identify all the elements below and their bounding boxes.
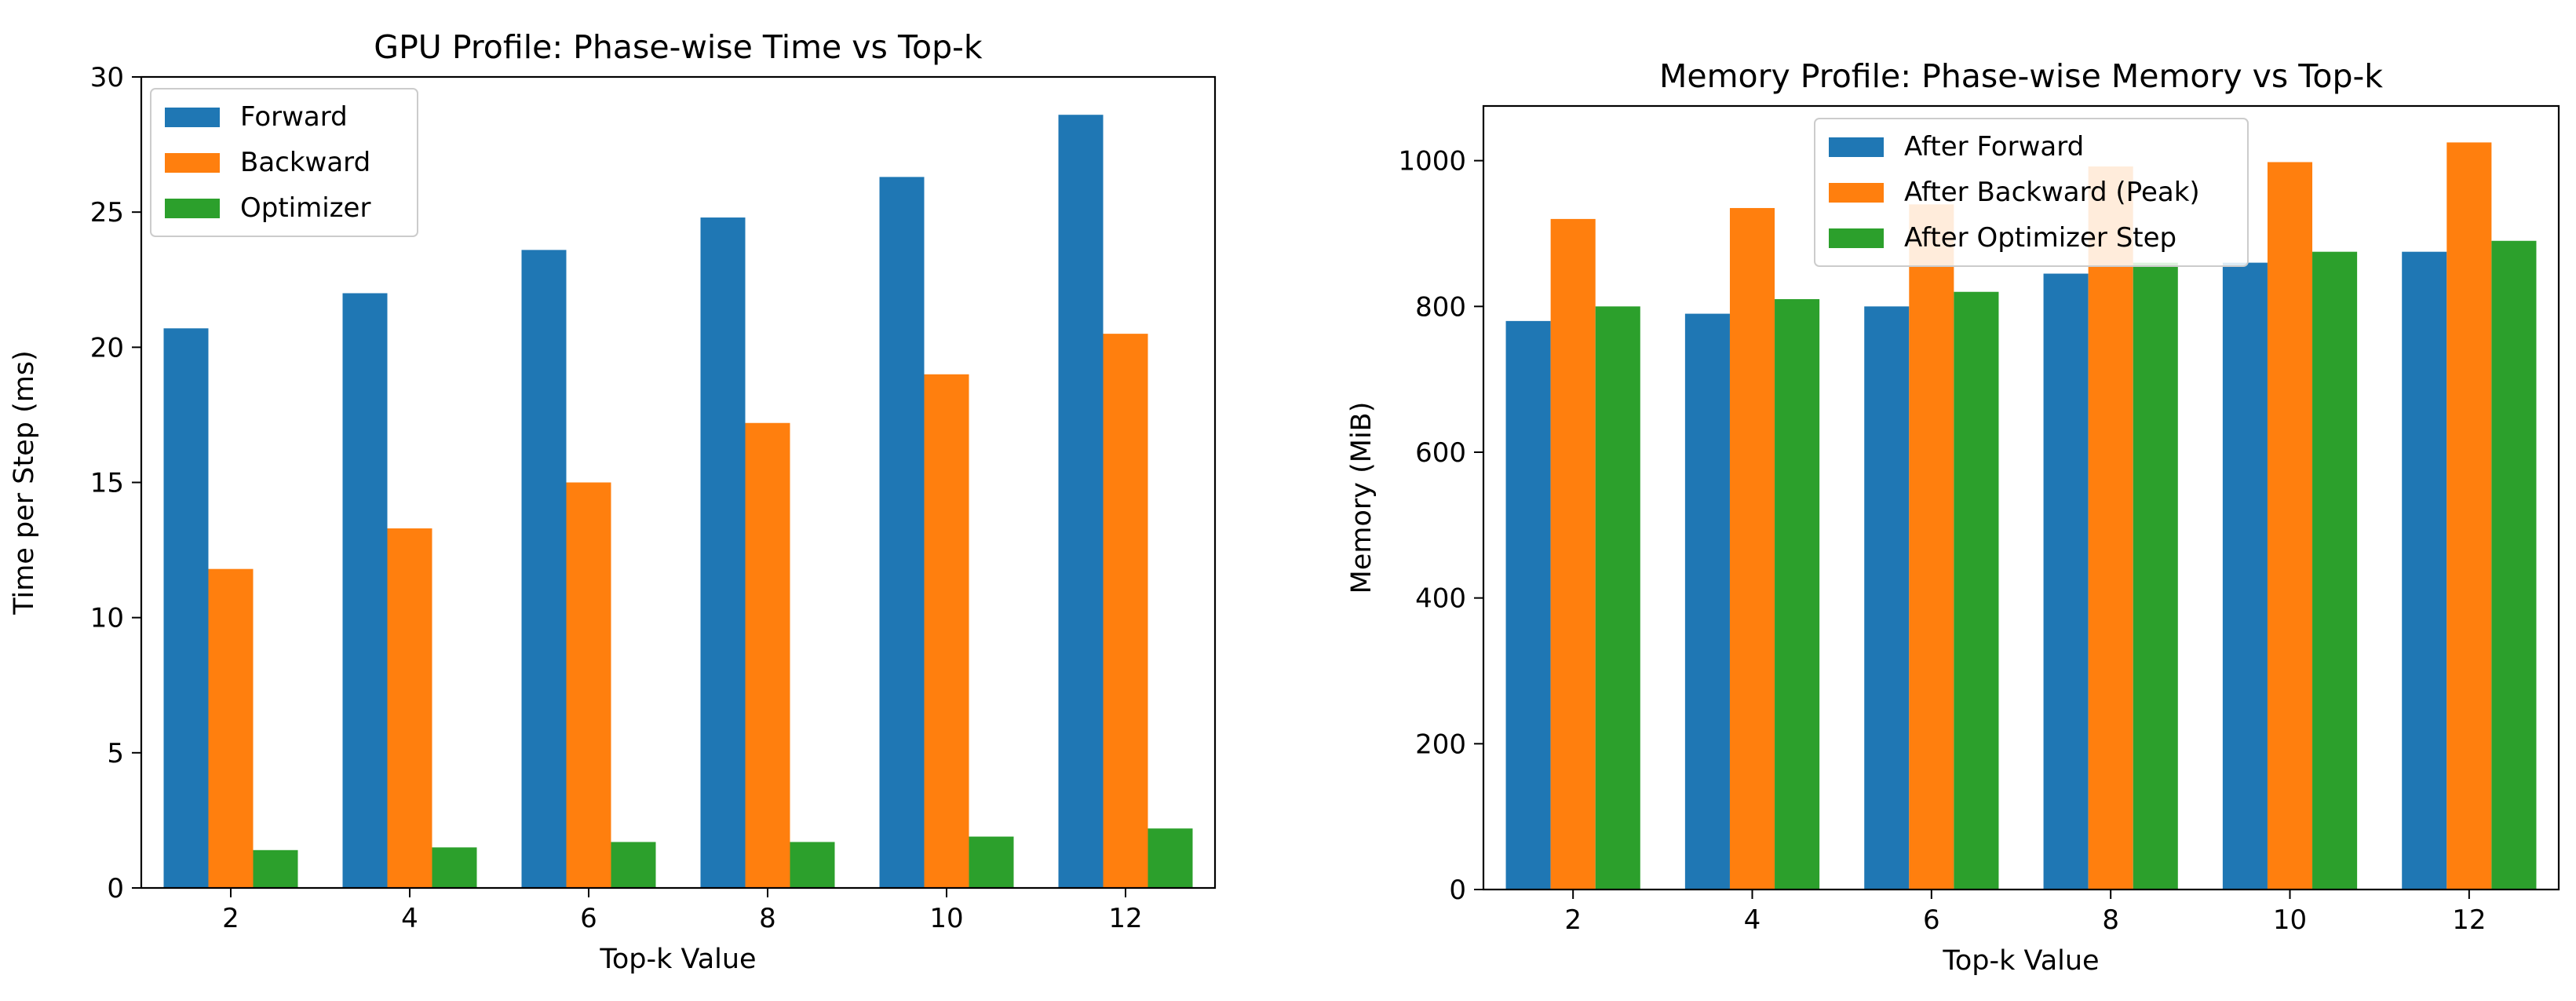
y-tick-label: 25 xyxy=(90,197,124,228)
bar-after-optimizer-step-8 xyxy=(2133,262,2178,890)
legend-swatch xyxy=(1829,137,1884,157)
legend-label: Backward xyxy=(240,147,370,178)
bar-after-forward-4 xyxy=(1684,313,1730,890)
bar-backward-8 xyxy=(745,422,790,888)
bar-after-backward-peak-8 xyxy=(2088,166,2133,890)
x-tick-label: 12 xyxy=(1108,903,1142,934)
legend-box xyxy=(1814,118,2249,267)
bar-after-forward-12 xyxy=(2402,251,2447,890)
bar-after-backward-peak-6 xyxy=(1909,204,1954,890)
bar-after-optimizer-step-6 xyxy=(1954,291,1999,890)
bar-after-backward-peak-4 xyxy=(1729,207,1775,890)
bar-backward-6 xyxy=(566,482,611,888)
bar-after-optimizer-step-2 xyxy=(1595,306,1640,890)
bar-after-forward-6 xyxy=(1864,306,1910,890)
bar-backward-2 xyxy=(208,568,254,888)
legend-label: After Optimizer Step xyxy=(1904,222,2176,254)
legend-swatch xyxy=(1829,228,1884,248)
bar-optimizer-4 xyxy=(432,847,477,888)
legend: Forward Backward Optimizer xyxy=(150,88,418,237)
chart-2: 2 4 6 8 10 12 0 200 400 600 800 1000 Memory Profile:… xyxy=(1346,57,2560,977)
legend: After Forward After Backward (Peak) After … xyxy=(1814,118,2249,267)
bar-optimizer-6 xyxy=(611,842,656,888)
bar-forward-12 xyxy=(1058,115,1104,888)
y-tick-label: 1000 xyxy=(1398,146,1466,177)
chart-title: Memory Profile: Phase-wise Memory vs Top… xyxy=(1659,57,2383,95)
x-axis-label: Top-k Value xyxy=(599,944,756,975)
legend-swatch xyxy=(165,108,220,127)
y-tick-label: 600 xyxy=(1415,437,1466,469)
y-tick-label: 5 xyxy=(107,738,124,769)
x-tick-label: 4 xyxy=(1744,904,1761,936)
bar-after-forward-10 xyxy=(2222,262,2268,890)
y-axis-label: Memory (MiB) xyxy=(1346,402,1377,594)
bar-forward-10 xyxy=(879,177,925,888)
bar-backward-10 xyxy=(924,374,969,888)
bar-optimizer-8 xyxy=(790,842,835,888)
x-tick-label: 8 xyxy=(759,903,776,934)
bar-after-optimizer-step-4 xyxy=(1775,299,1820,890)
chart-1: 2 4 6 8 10 12 0 5 10 15 20 25 30 GPU Profile: Phase-w… xyxy=(9,28,1217,975)
bar-optimizer-2 xyxy=(253,849,298,888)
x-axis-label: Top-k Value xyxy=(1942,945,2099,977)
bar-after-optimizer-step-12 xyxy=(2491,240,2537,890)
y-axis-label: Time per Step (ms) xyxy=(9,350,40,616)
y-tick-label: 15 xyxy=(90,468,124,499)
legend-swatch xyxy=(165,153,220,173)
bar-forward-8 xyxy=(700,217,746,888)
y-tick-label: 800 xyxy=(1415,291,1466,323)
bar-forward-2 xyxy=(163,328,209,889)
bar-optimizer-12 xyxy=(1148,828,1193,888)
x-tick-label: 10 xyxy=(2273,904,2307,936)
chart-title: GPU Profile: Phase-wise Time vs Top-k xyxy=(374,28,983,66)
bar-after-optimizer-step-10 xyxy=(2312,251,2358,890)
bar-backward-12 xyxy=(1103,334,1148,888)
legend-swatch xyxy=(1829,183,1884,203)
x-tick-label: 2 xyxy=(222,903,239,934)
y-tick-label: 30 xyxy=(90,62,124,93)
x-tick-label: 8 xyxy=(2102,904,2119,936)
legend-label: Optimizer xyxy=(240,192,370,224)
bar-forward-4 xyxy=(342,293,388,889)
x-tick-label: 4 xyxy=(401,903,418,934)
x-tick-label: 6 xyxy=(580,903,597,934)
y-tick-label: 10 xyxy=(90,603,124,634)
bar-after-backward-peak-12 xyxy=(2446,142,2492,890)
x-tick-label: 2 xyxy=(1564,904,1582,936)
legend-label: Forward xyxy=(240,101,348,133)
bar-backward-4 xyxy=(387,528,432,888)
legend-swatch xyxy=(165,199,220,218)
y-tick-label: 400 xyxy=(1415,583,1466,615)
y-tick-label: 20 xyxy=(90,332,124,364)
bar-after-forward-2 xyxy=(1505,320,1551,890)
legend-label: After Forward xyxy=(1904,131,2084,163)
bar-after-forward-8 xyxy=(2043,273,2089,890)
x-tick-label: 6 xyxy=(1923,904,1940,936)
axes-frame xyxy=(1482,104,2560,891)
legend-label: After Backward (Peak) xyxy=(1904,177,2200,208)
bar-optimizer-10 xyxy=(969,836,1014,888)
bar-after-backward-peak-2 xyxy=(1550,218,1596,890)
x-tick-label: 10 xyxy=(929,903,963,934)
x-tick-label: 12 xyxy=(2452,904,2486,936)
y-tick-label: 200 xyxy=(1415,729,1466,760)
bar-forward-6 xyxy=(521,250,567,888)
bar-after-backward-peak-10 xyxy=(2267,162,2313,890)
y-tick-label: 0 xyxy=(1449,875,1466,906)
y-tick-label: 0 xyxy=(107,873,124,904)
